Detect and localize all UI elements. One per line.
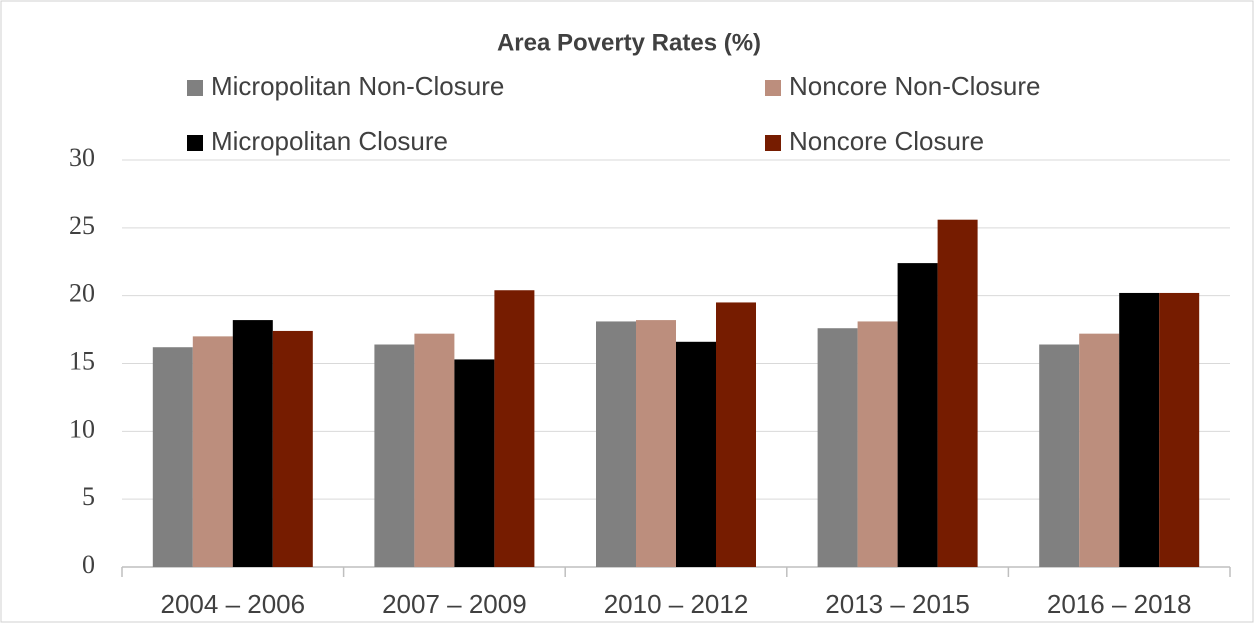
chart-title: Area Poverty Rates (%) xyxy=(497,29,761,56)
bar xyxy=(716,302,756,567)
bar xyxy=(232,320,273,567)
x-tick-label: 2007 – 2009 xyxy=(382,589,527,619)
bar xyxy=(1119,292,1160,567)
x-tick-label: 2010 – 2012 xyxy=(604,589,749,619)
legend-swatch xyxy=(187,135,203,151)
x-tick-label: 2013 – 2015 xyxy=(825,589,970,619)
bar xyxy=(152,347,193,567)
x-tick-label: 2004 – 2006 xyxy=(161,589,306,619)
legend-label: Micropolitan Closure xyxy=(211,126,448,156)
bar xyxy=(192,336,233,567)
bar xyxy=(1079,333,1120,567)
legend-swatch xyxy=(765,135,781,151)
legend-swatch xyxy=(765,80,781,96)
bar xyxy=(897,263,938,567)
bar xyxy=(676,341,716,567)
legend-label: Micropolitan Non-Closure xyxy=(211,71,504,101)
bar xyxy=(636,320,676,567)
legend-label: Noncore Non-Closure xyxy=(789,71,1040,101)
bar xyxy=(1159,292,1200,567)
legend-swatch xyxy=(187,80,203,96)
bar xyxy=(374,344,415,567)
x-tick-label: 2016 – 2018 xyxy=(1047,589,1192,619)
y-tick-label: 30 xyxy=(69,143,95,172)
y-tick-label: 10 xyxy=(69,414,95,443)
bar xyxy=(596,321,636,567)
bar xyxy=(937,219,978,567)
y-tick-label: 20 xyxy=(69,279,95,308)
bar xyxy=(272,330,313,567)
bar xyxy=(857,321,898,567)
bar xyxy=(454,359,495,567)
y-tick-label: 0 xyxy=(82,550,95,579)
bar xyxy=(494,290,535,567)
y-tick-label: 5 xyxy=(82,482,95,511)
y-tick-label: 15 xyxy=(69,346,95,375)
y-tick-label: 25 xyxy=(69,211,95,240)
legend-label: Noncore Closure xyxy=(789,126,984,156)
bar xyxy=(1039,344,1080,567)
bar xyxy=(817,328,858,567)
bar xyxy=(414,333,455,567)
